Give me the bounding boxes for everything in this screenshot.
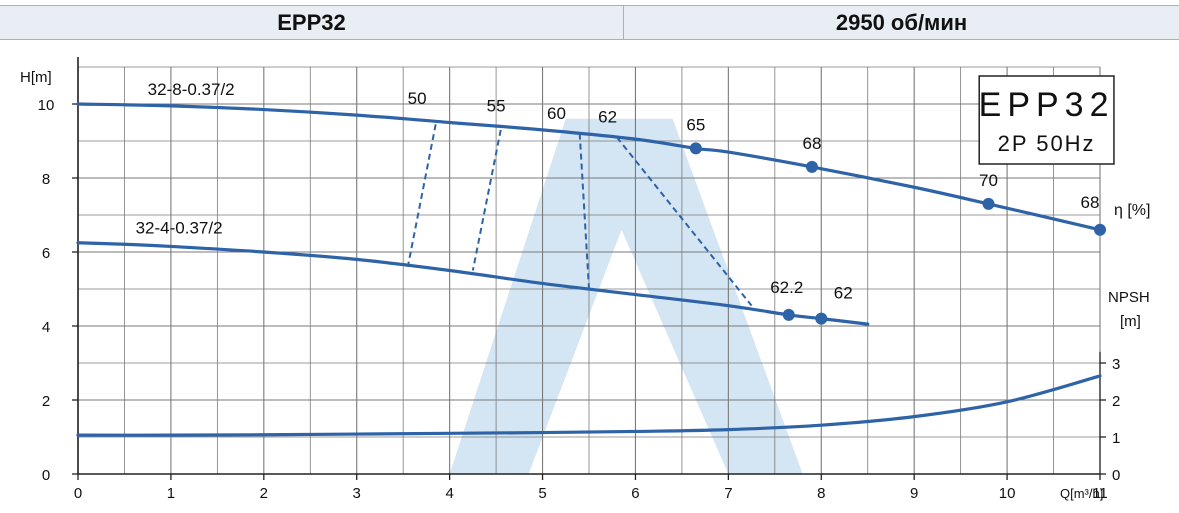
x-tick-label: 6 [631,485,639,502]
npsh-axis-label: NPSH [1108,289,1150,306]
legend-spec: 2P 50Hz [998,131,1096,156]
model-title: EPP32 [0,6,624,39]
x-tick-label: 8 [817,485,825,502]
x-tick-label: 9 [910,485,918,502]
speed-title: 2950 об/мин [835,9,968,35]
x-tick-label: 2 [260,485,268,502]
efficiency-point [1094,223,1106,236]
x-axis-label: Q[m³/h] [1060,486,1103,501]
head-curve [76,241,870,326]
head-curve [76,102,1102,232]
npsh-axis-unit: [m] [1120,313,1141,330]
iso-efficiency-line [471,129,502,271]
x-tick-label: 3 [353,485,361,502]
efficiency-unit-label: η [%] [1114,202,1150,219]
iso-efficiency-line [406,124,437,267]
legend-model: EPP32 [979,86,1115,124]
efficiency-label: 70 [979,171,998,190]
x-tick-label: 4 [445,485,453,502]
y-axis-label: H[m] [20,69,52,86]
iso-efficiency-label: 50 [408,89,427,108]
y-tick-label: 0 [42,467,50,484]
efficiency-point [782,308,795,321]
efficiency-point [982,197,995,210]
efficiency-point [805,160,818,173]
npsh-tick-label: 1 [1112,430,1120,447]
y-tick-label: 2 [42,393,50,410]
iso-efficiency-line [616,136,753,307]
y-tick-label: 8 [42,171,50,188]
series-label: 32-4-0.37/2 [136,219,223,238]
legend-box [978,75,1115,165]
series-label: 32-8-0.37/2 [148,80,235,99]
efficiency-label: 68 [1081,193,1100,212]
x-tick-label: 1 [167,485,175,502]
npsh-tick-label: 2 [1112,393,1120,410]
iso-efficiency-label: 55 [487,96,506,115]
iso-efficiency-line [578,133,590,290]
y-tick-label: 6 [42,245,50,262]
pump-curve-chart: 0 1 2 3 4 5 6 7 8 9 10 110246810H[m]Q[m³/h]0123NPSH… [20,57,1150,502]
header-bar: EPP32 2950 об/мин [0,5,1179,40]
y-tick-label: 4 [42,319,50,336]
y-tick-label: 10 [38,97,55,114]
x-tick-label: 11 [1092,485,1108,502]
npsh-curve [76,374,1102,437]
x-tick-label: 5 [538,485,546,502]
efficiency-label: 62.2 [770,278,803,297]
x-tick-label: 7 [724,485,732,502]
efficiency-label: 65 [686,115,705,134]
iso-efficiency-label: 60 [547,104,566,123]
npsh-tick-label: 3 [1112,356,1120,373]
efficiency-label: 62 [834,284,853,303]
iso-efficiency-label: 62 [598,108,617,127]
efficiency-point [689,142,702,155]
x-tick-label: 0 [74,485,82,502]
npsh-tick-label: 0 [1112,467,1120,484]
efficiency-point [815,312,828,325]
efficiency-label: 68 [803,134,822,153]
watermark-shape [449,118,803,475]
x-tick-label: 10 [999,485,1016,502]
